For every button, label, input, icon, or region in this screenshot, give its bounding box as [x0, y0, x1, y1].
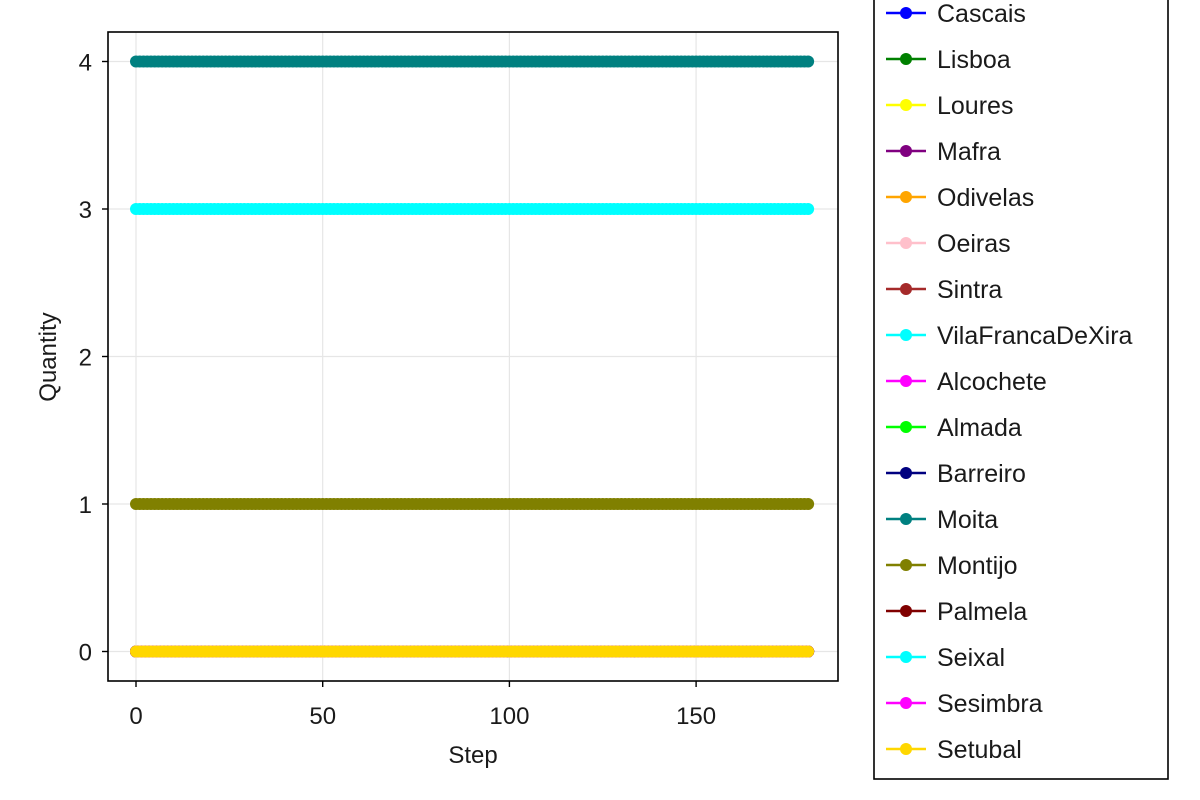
legend-label: Seixal [937, 644, 1005, 672]
legend: Cascais Lisboa Loures Mafra Odivelas Oeiras Si… [873, 0, 1169, 780]
legend-item-almada: Almada [886, 414, 1022, 442]
legend-marker [900, 53, 912, 65]
legend-marker [900, 99, 912, 111]
legend-item-moita: Moita [886, 506, 998, 534]
legend-label: Oeiras [937, 230, 1011, 258]
legend-label: Moita [937, 506, 998, 534]
legend-marker [900, 145, 912, 157]
legend-box [873, 0, 1169, 780]
legend-marker [900, 651, 912, 663]
legend-item-loures: Loures [886, 92, 1013, 120]
legend-marker [900, 697, 912, 709]
x-axis-title: Step [448, 742, 497, 769]
legend-item-oeiras: Oeiras [886, 230, 1011, 258]
legend-item-setubal: Setubal [886, 736, 1022, 764]
y-axis-title: Quantity [35, 312, 62, 401]
legend-marker [900, 421, 912, 433]
x-tick-label: 50 [309, 703, 336, 730]
legend-item-montijo: Montijo [886, 552, 1018, 580]
series-setubal [130, 645, 815, 658]
data-point [802, 55, 815, 68]
legend-marker [900, 283, 912, 295]
legend-label: Odivelas [937, 184, 1034, 212]
legend-label: Cascais [937, 0, 1026, 28]
legend-label: Sesimbra [937, 690, 1043, 718]
legend-marker [900, 559, 912, 571]
data-point [802, 498, 815, 510]
y-tick-label: 4 [79, 50, 92, 77]
legend-label: Lisboa [937, 46, 1011, 74]
y-tick-label: 3 [79, 197, 92, 224]
series-moita [130, 55, 815, 68]
x-tick-label: 0 [129, 703, 142, 730]
legend-marker [900, 375, 912, 387]
legend-item-sintra: Sintra [886, 276, 1002, 304]
legend-label: Montijo [937, 552, 1018, 580]
legend-item-vilafrancadexira: VilaFrancaDeXira [886, 322, 1133, 350]
legend-item-mafra: Mafra [886, 138, 1001, 166]
legend-label: VilaFrancaDeXira [937, 322, 1133, 350]
legend-marker [900, 329, 912, 341]
plot-area: 0 50 100 150 0 1 2 3 4 [79, 31, 839, 730]
legend-marker [900, 467, 912, 479]
legend-item-sesimbra: Sesimbra [886, 690, 1043, 718]
legend-label: Barreiro [937, 460, 1026, 488]
data-point [802, 203, 815, 215]
legend-marker [900, 605, 912, 617]
legend-item-cascais: Cascais [886, 0, 1026, 28]
legend-item-palmela: Palmela [886, 598, 1027, 626]
legend-item-alcochete: Alcochete [886, 368, 1047, 396]
legend-item-barreiro: Barreiro [886, 460, 1026, 488]
legend-item-seixal: Seixal [886, 644, 1005, 672]
legend-label: Mafra [937, 138, 1001, 166]
legend-label: Setubal [937, 736, 1022, 764]
series-montijo [130, 498, 815, 510]
data-point [802, 645, 815, 658]
legend-label: Sintra [937, 276, 1002, 304]
legend-marker [900, 743, 912, 755]
legend-label: Almada [937, 414, 1022, 442]
x-tick-label: 150 [676, 703, 716, 730]
x-tick-label: 100 [489, 703, 529, 730]
legend-marker [900, 513, 912, 525]
legend-item-odivelas: Odivelas [886, 184, 1034, 212]
legend-label: Palmela [937, 598, 1027, 626]
legend-marker [900, 191, 912, 203]
y-tick-label: 0 [79, 640, 92, 667]
legend-label: Alcochete [937, 368, 1047, 396]
legend-label: Loures [937, 92, 1013, 120]
y-tick-label: 2 [79, 345, 92, 372]
series-seixal [130, 203, 815, 215]
legend-item-lisboa: Lisboa [886, 46, 1011, 74]
y-tick-label: 1 [79, 492, 92, 519]
legend-marker [900, 7, 912, 19]
legend-marker [900, 237, 912, 249]
